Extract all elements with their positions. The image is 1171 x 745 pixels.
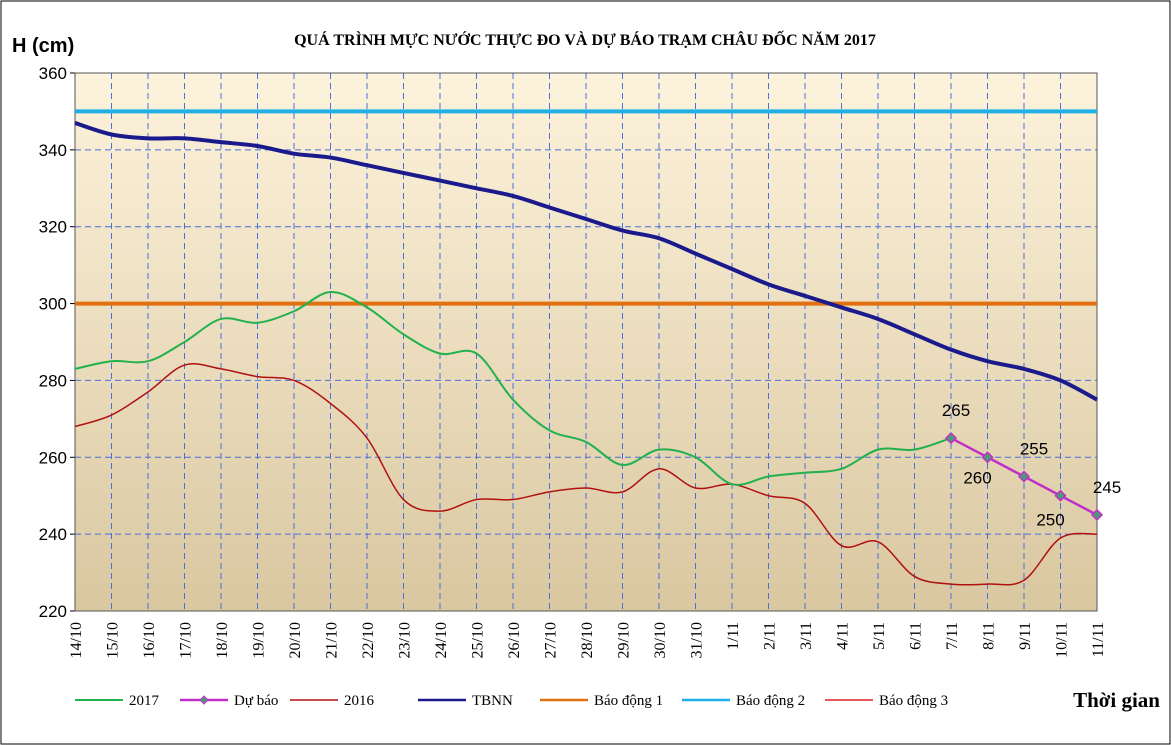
x-tick-label: 17/10 — [178, 622, 195, 658]
x-tick-label: 22/10 — [360, 622, 377, 658]
series-line — [74, 291, 952, 486]
x-axis-label: Thời gian — [1073, 688, 1160, 712]
x-tick-label: 11/11 — [1090, 622, 1107, 657]
x-tick-label: 21/10 — [324, 622, 341, 658]
marker — [944, 432, 958, 445]
x-tick-label: 8/11 — [981, 622, 998, 650]
legend-label: 2017 — [129, 693, 160, 709]
x-tick-label: 10/11 — [1054, 622, 1071, 658]
x-tick-label: 25/10 — [470, 622, 487, 658]
x-tick-label: 15/10 — [105, 622, 122, 658]
legend-label: TBNN — [472, 693, 513, 709]
chart-title: QUÁ TRÌNH MỰC NƯỚC THỰC ĐO VÀ DỰ BÁO TRẠ… — [294, 29, 876, 49]
x-tick-label: 5/11 — [871, 622, 888, 650]
x-tick-label: 14/10 — [68, 622, 85, 658]
legend-label: Báo động 2 — [736, 693, 805, 709]
x-tick-label: 27/10 — [543, 622, 560, 658]
x-tick-label: 4/11 — [835, 622, 852, 650]
y-tick-label: 300 — [39, 295, 67, 314]
x-tick-label: 2/11 — [762, 622, 779, 650]
data-label: 255 — [1020, 440, 1048, 459]
x-tick-label: 6/11 — [908, 622, 925, 650]
x-tick-label: 31/10 — [689, 622, 706, 658]
y-tick-label: 240 — [39, 525, 67, 544]
marker — [1054, 489, 1067, 502]
x-tick-label: 19/10 — [251, 622, 268, 658]
series-line — [74, 121, 1098, 402]
x-tick-label: 9/11 — [1017, 622, 1034, 650]
series-line — [74, 363, 1098, 586]
x-tick-label: 20/10 — [287, 622, 304, 658]
y-tick-label: 340 — [39, 141, 67, 160]
y-tick-label: 320 — [39, 218, 67, 237]
plot-border — [74, 72, 1098, 612]
x-tick-label: 24/10 — [433, 622, 450, 658]
y-tick-label: 220 — [39, 602, 67, 621]
y-tick-label: 360 — [39, 64, 67, 83]
legend-label: Báo động 3 — [879, 693, 948, 709]
data-label: 250 — [1036, 511, 1064, 530]
x-tick-label: 7/11 — [944, 622, 961, 650]
y-axis-label: H (cm) — [12, 35, 74, 57]
data-label: 260 — [963, 468, 991, 487]
x-tick-label: 26/10 — [506, 622, 523, 658]
data-label: 245 — [1093, 478, 1121, 497]
data-label: 265 — [942, 401, 970, 420]
x-tick-label: 23/10 — [397, 622, 414, 658]
legend-label: 2016 — [344, 693, 375, 709]
y-tick-label: 260 — [39, 448, 67, 467]
x-tick-label: 29/10 — [616, 622, 633, 658]
x-tick-label: 18/10 — [214, 622, 231, 658]
legend-label: Báo động 1 — [594, 693, 663, 709]
marker — [981, 451, 994, 464]
marker — [1090, 508, 1104, 521]
x-tick-label: 3/11 — [798, 622, 815, 650]
x-tick-label: 16/10 — [141, 622, 158, 658]
x-tick-label: 30/10 — [652, 622, 669, 658]
x-tick-label: 1/11 — [725, 622, 742, 650]
legend-label: Dự báo — [234, 693, 278, 709]
legend-marker — [199, 695, 209, 705]
x-tick-label: 28/10 — [579, 622, 596, 658]
marker — [1017, 470, 1031, 483]
y-tick-label: 280 — [39, 371, 67, 390]
plot-area — [75, 73, 1097, 611]
